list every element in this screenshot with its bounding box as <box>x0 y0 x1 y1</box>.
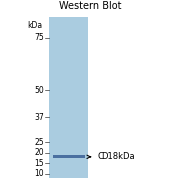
Text: 10: 10 <box>34 169 44 178</box>
Text: 37: 37 <box>34 113 44 122</box>
Text: 25: 25 <box>34 138 44 147</box>
FancyBboxPatch shape <box>49 17 88 178</box>
Text: ↀ18kDa: ↀ18kDa <box>87 152 135 161</box>
Text: Western Blot: Western Blot <box>59 1 121 10</box>
Text: 75: 75 <box>34 33 44 42</box>
Text: 20: 20 <box>34 148 44 157</box>
FancyBboxPatch shape <box>53 155 85 158</box>
Text: 15: 15 <box>34 159 44 168</box>
Text: kDa: kDa <box>27 21 42 30</box>
Text: 50: 50 <box>34 86 44 94</box>
